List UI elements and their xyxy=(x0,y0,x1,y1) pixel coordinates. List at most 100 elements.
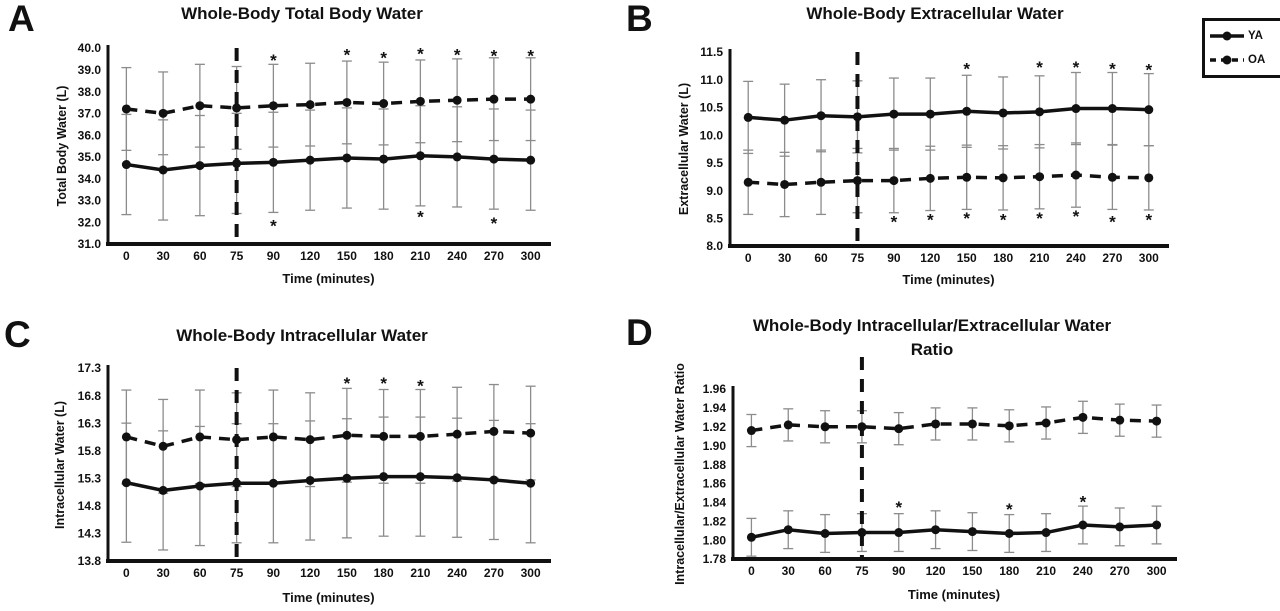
svg-text:40.0: 40.0 xyxy=(78,41,102,55)
svg-text:*: * xyxy=(1109,60,1116,79)
svg-text:*: * xyxy=(1145,210,1152,229)
svg-text:8.0: 8.0 xyxy=(706,239,723,253)
legend: YA OA xyxy=(1202,18,1280,78)
svg-text:180: 180 xyxy=(999,564,1019,578)
svg-text:8.5: 8.5 xyxy=(706,211,723,225)
svg-text:1.84: 1.84 xyxy=(703,496,727,510)
svg-text:75: 75 xyxy=(230,566,244,580)
svg-text:*: * xyxy=(963,209,970,228)
svg-text:*: * xyxy=(1109,213,1116,232)
svg-text:*: * xyxy=(344,374,351,393)
svg-text:60: 60 xyxy=(193,566,207,580)
svg-text:39.0: 39.0 xyxy=(78,63,102,77)
svg-text:16.3: 16.3 xyxy=(78,416,102,430)
legend-item-ya: YA xyxy=(1208,24,1280,48)
svg-text:270: 270 xyxy=(1102,251,1122,265)
svg-text:300: 300 xyxy=(1147,564,1167,578)
svg-text:16.8: 16.8 xyxy=(78,389,102,403)
svg-text:210: 210 xyxy=(1036,564,1056,578)
svg-text:0: 0 xyxy=(748,564,755,578)
panel-letter-a: A xyxy=(8,0,35,39)
svg-text:*: * xyxy=(270,216,277,235)
svg-text:60: 60 xyxy=(193,249,207,263)
panel-total-body-water: A Whole-Body Total Body Water Total Body… xyxy=(0,0,620,306)
svg-text:150: 150 xyxy=(337,566,357,580)
svg-text:0: 0 xyxy=(745,251,752,265)
chart-title: Whole-Body Extracellular Water xyxy=(806,4,1064,23)
svg-text:15.3: 15.3 xyxy=(78,471,102,485)
svg-text:33.0: 33.0 xyxy=(78,194,102,208)
svg-text:120: 120 xyxy=(300,249,320,263)
x-axis-label: Time (minutes) xyxy=(907,587,1001,602)
svg-text:34.0: 34.0 xyxy=(78,172,102,186)
svg-text:30: 30 xyxy=(782,564,796,578)
svg-text:90: 90 xyxy=(267,566,281,580)
svg-text:*: * xyxy=(491,47,498,66)
svg-text:90: 90 xyxy=(887,251,901,265)
svg-text:270: 270 xyxy=(484,566,504,580)
legend-label-ya: YA xyxy=(1248,30,1263,42)
svg-text:*: * xyxy=(380,49,387,68)
svg-text:180: 180 xyxy=(993,251,1013,265)
svg-text:*: * xyxy=(1006,500,1013,519)
svg-text:30: 30 xyxy=(156,249,170,263)
svg-text:150: 150 xyxy=(337,249,357,263)
panel-letter-b: B xyxy=(626,0,653,39)
svg-text:210: 210 xyxy=(410,566,430,580)
svg-text:36.0: 36.0 xyxy=(78,128,102,142)
svg-text:10.0: 10.0 xyxy=(700,128,724,142)
svg-text:*: * xyxy=(527,47,534,66)
svg-text:150: 150 xyxy=(957,251,977,265)
svg-text:240: 240 xyxy=(447,249,467,263)
svg-text:150: 150 xyxy=(962,564,982,578)
svg-text:75: 75 xyxy=(855,564,869,578)
svg-text:15.8: 15.8 xyxy=(78,444,102,458)
svg-text:120: 120 xyxy=(300,566,320,580)
svg-text:31.0: 31.0 xyxy=(78,237,102,251)
chart-title-line2: Ratio xyxy=(910,340,954,359)
svg-text:*: * xyxy=(1080,492,1087,511)
svg-text:120: 120 xyxy=(926,564,946,578)
svg-text:*: * xyxy=(380,374,387,393)
svg-text:*: * xyxy=(895,498,902,517)
svg-text:120: 120 xyxy=(920,251,940,265)
x-axis-label: Time (minutes) xyxy=(282,271,375,286)
svg-text:*: * xyxy=(1145,61,1152,80)
svg-text:*: * xyxy=(891,213,898,232)
svg-text:*: * xyxy=(491,214,498,233)
svg-text:10.5: 10.5 xyxy=(700,101,724,115)
svg-text:1.82: 1.82 xyxy=(703,514,727,528)
panel-extracellular-water: B Whole-Body Extracellular Water Extrace… xyxy=(620,0,1280,306)
legend-label-oa: OA xyxy=(1248,54,1266,66)
chart-plot-b: 11.5 11.0 10.5 10.0 9.5 9.0 8.5 8.0 0 30 60 75 90 120… xyxy=(700,45,1169,265)
svg-text:30: 30 xyxy=(778,251,792,265)
svg-text:240: 240 xyxy=(447,566,467,580)
svg-text:60: 60 xyxy=(818,564,832,578)
svg-text:*: * xyxy=(927,210,934,229)
legend-item-oa: OA xyxy=(1208,48,1280,72)
chart-plot-c: 17.3 16.8 16.3 15.8 15.3 14.8 14.3 13.8 0 30 60 75 9… xyxy=(78,361,551,580)
x-axis-label: Time (minutes) xyxy=(282,590,375,605)
svg-text:30: 30 xyxy=(156,566,170,580)
svg-text:60: 60 xyxy=(814,251,828,265)
svg-text:*: * xyxy=(344,45,351,64)
svg-text:11.0: 11.0 xyxy=(700,73,723,87)
svg-text:32.0: 32.0 xyxy=(78,215,102,229)
svg-text:1.86: 1.86 xyxy=(703,477,727,491)
ya-solid-line-icon xyxy=(1210,31,1244,41)
svg-text:300: 300 xyxy=(521,249,541,263)
svg-text:9.0: 9.0 xyxy=(706,184,723,198)
svg-text:*: * xyxy=(454,45,461,64)
svg-text:0: 0 xyxy=(123,566,130,580)
oa-dashed-line-icon xyxy=(1210,55,1244,65)
svg-text:*: * xyxy=(270,51,277,70)
svg-text:9.5: 9.5 xyxy=(706,156,723,170)
svg-text:75: 75 xyxy=(851,251,865,265)
svg-text:35.0: 35.0 xyxy=(78,150,102,164)
svg-text:270: 270 xyxy=(484,249,504,263)
x-axis-label: Time (minutes) xyxy=(902,272,995,287)
svg-text:210: 210 xyxy=(410,249,430,263)
svg-text:300: 300 xyxy=(1139,251,1159,265)
svg-text:13.8: 13.8 xyxy=(78,554,102,568)
